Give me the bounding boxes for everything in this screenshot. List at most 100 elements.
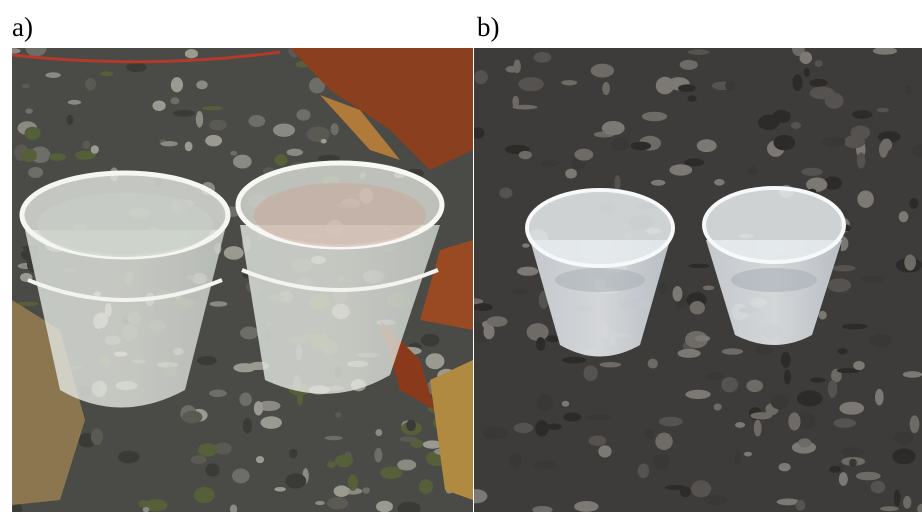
pebble [12,502,23,512]
pebble [809,377,826,383]
pebble [324,435,343,441]
pebble [856,152,866,169]
pebble [685,389,711,400]
pebble [601,121,625,136]
pebble [214,442,232,455]
pebble [170,77,184,93]
pebble [12,48,21,54]
pebble [614,174,621,191]
pebble [827,278,852,293]
pebble [397,501,421,512]
pebble [333,485,350,497]
wet-pavement [474,48,922,512]
pebble [851,110,873,119]
pebble [28,167,44,179]
pebble [872,48,898,55]
cup [525,188,675,357]
pebble [399,436,417,442]
photo-b [474,48,922,512]
pebble [630,141,652,151]
pebble [641,111,668,122]
pebble [714,179,725,186]
pebble [205,463,220,477]
pebble [869,334,892,348]
pebble [425,353,445,370]
pebble [743,451,752,457]
pebble [25,48,47,57]
pebble [170,97,180,105]
pebble [792,74,803,92]
pebble [160,141,178,147]
pebble [239,392,252,407]
pebble [296,391,304,406]
pebble [257,400,281,412]
pebble [255,456,265,464]
pebble [21,148,37,163]
pebble [909,415,920,434]
pebble [190,455,207,464]
pebble [798,438,812,448]
pebble [750,412,773,420]
pebble [704,495,729,506]
pebble [754,345,773,355]
pebble [532,506,553,512]
pebble [418,479,434,494]
pebble [195,110,204,128]
pebble [25,108,33,114]
pebble [691,480,712,498]
pebble [309,77,326,94]
pebble [326,496,349,510]
pebble [513,422,534,434]
pebble [100,71,114,77]
pebble [347,474,359,491]
pebble [902,371,922,378]
pebble [517,266,539,276]
pebble [839,401,865,415]
pebble [248,114,266,128]
pebble [533,51,552,63]
pebble [209,301,228,307]
pebble [202,106,224,111]
pebble [746,379,764,393]
pebble [898,211,909,223]
pebble [688,263,710,268]
pebble [911,144,922,158]
pebble [780,351,791,368]
pebble [208,119,227,131]
pebble [598,445,612,458]
pebble [410,439,424,449]
pebble [796,390,823,407]
pebble [687,95,697,102]
pebble [306,126,330,142]
pebble [374,447,383,463]
pebble [362,487,370,494]
pebble [330,123,339,136]
pebble [563,412,582,422]
pebble [827,379,838,398]
pebble [546,423,562,430]
pebble [840,447,865,457]
pebble [653,453,670,471]
pebble [522,243,530,248]
pebble [790,121,801,130]
pebble [518,150,532,160]
pebble [903,495,912,509]
pebble [818,310,827,320]
pebble [512,95,520,108]
pebble [893,431,914,446]
pebble [833,418,857,428]
pebble [518,77,544,92]
pebble [289,448,298,459]
pebble [849,458,857,468]
pebble [510,288,530,295]
pebble [664,484,687,490]
pebble [799,51,813,64]
pebble [658,282,667,294]
pebble [876,107,890,113]
pebble [574,501,599,512]
pebble [725,80,736,91]
pebble [509,452,522,470]
pebble [713,403,722,411]
pebble [880,138,893,152]
